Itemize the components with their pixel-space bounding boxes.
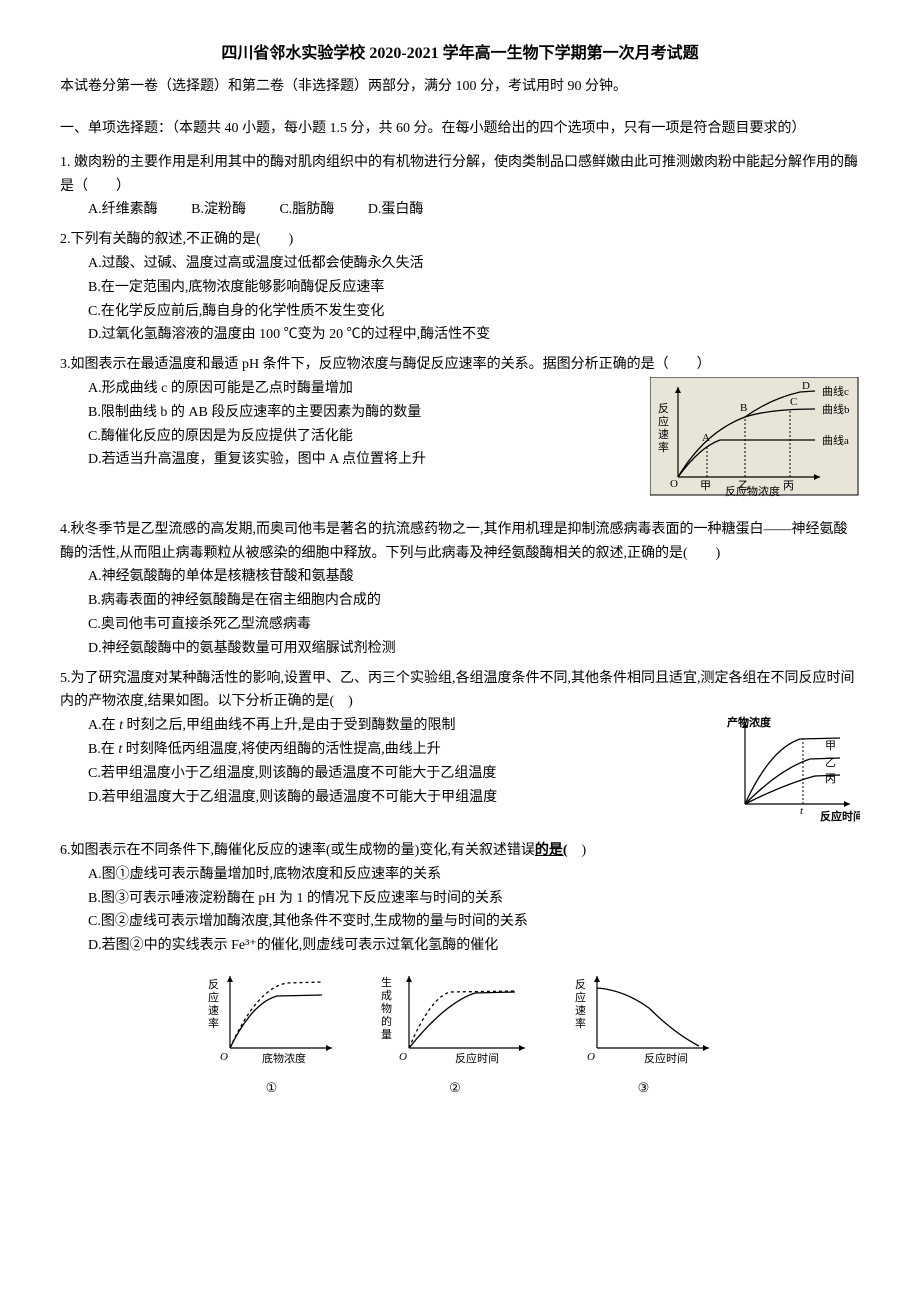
q3-curve-c: 曲线c [822, 384, 849, 398]
q2-options: A.过酸、过碱、温度过高或温度过低都会使酶永久失活 B.在一定范围内,底物浓度能… [60, 252, 860, 347]
q6-charts: 反 应 速 率 O 底物浓度 ① 生 成 物 的 量 [60, 968, 860, 1099]
svg-text:速: 速 [575, 1004, 586, 1017]
q2-opt-a: A.过酸、过碱、温度过高或温度过低都会使酶永久失活 [88, 252, 860, 276]
svg-text:率: 率 [208, 1016, 219, 1030]
q4-opt-b: B.病毒表面的神经氨酸酶是在宿主细胞内合成的 [88, 589, 860, 613]
q3-chart: A B C D 反 应 速 率 O 甲 乙 丙 反应物浓度 曲线c 曲线b 曲线… [650, 377, 860, 506]
q2-opt-b: B.在一定范围内,底物浓度能够影响酶促反应速率 [88, 276, 860, 300]
q1-opt-a: A.纤维素酶 [88, 202, 158, 217]
q6-chart-1: 反 应 速 率 O 底物浓度 ① [202, 968, 342, 1099]
q3-curve-b: 曲线b [822, 402, 850, 416]
q3-point-a: A [702, 432, 710, 444]
svg-text:生: 生 [381, 975, 392, 989]
q2-text: 2.下列有关酶的叙述,不正确的是( ) [60, 228, 860, 252]
q6-opt-c: C.图②虚线可表示增加酶浓度,其他条件不变时,生成物的量与时间的关系 [88, 910, 860, 934]
q2-opt-d: D.过氧化氢酶溶液的温度由 100 ℃变为 20 ℃的过程中,酶活性不变 [88, 323, 860, 347]
question-4: 4.秋冬季节是乙型流感的高发期,而奥司他韦是著名的抗流感药物之一,其作用机理是抑… [60, 518, 860, 661]
q3-xt-1: 甲 [700, 480, 711, 492]
svg-text:速: 速 [208, 1004, 219, 1017]
svg-text:应: 应 [658, 414, 669, 428]
q1-text: 1. 嫩肉粉的主要作用是利用其中的酶对肌肉组织中的有机物进行分解，使肉类制品口感… [60, 151, 860, 199]
q3-ylabel: 反 [658, 402, 669, 415]
q3-origin: O [670, 478, 678, 490]
q6-c2-origin: O [399, 1051, 407, 1063]
question-1: 1. 嫩肉粉的主要作用是利用其中的酶对肌肉组织中的有机物进行分解，使肉类制品口感… [60, 151, 860, 222]
q5-xlabel: 反应时间 [820, 809, 860, 823]
q5-t-marker: t [800, 805, 804, 817]
question-6: 6.如图表示在不同条件下,酶催化反应的速率(或生成物的量)变化,有关叙述错误的是… [60, 839, 860, 1099]
q4-opt-d: D.神经氨酸酶中的氨基酸数量可用双缩脲试剂检测 [88, 637, 860, 661]
svg-text:率: 率 [575, 1016, 586, 1030]
exam-title: 四川省邻水实验学校 2020-2021 学年高一生物下学期第一次月考试题 [60, 40, 860, 67]
q5-curve-yi: 乙 [825, 756, 836, 769]
q5-text: 5.为了研究温度对某种酶活性的影响,设置甲、乙、丙三个实验组,各组温度条件不同,… [60, 667, 860, 715]
svg-text:反: 反 [575, 978, 586, 991]
svg-text:率: 率 [658, 440, 669, 454]
q6-c3-xlabel: 反应时间 [644, 1051, 688, 1065]
q6-c2-num: ② [375, 1077, 535, 1099]
q3-text: 3.如图表示在最适温度和最适 pH 条件下，反应物浓度与酶促反应速率的关系。据图… [60, 353, 860, 377]
question-3: 3.如图表示在最适温度和最适 pH 条件下，反应物浓度与酶促反应速率的关系。据图… [60, 353, 860, 506]
q6-chart-2: 生 成 物 的 量 O 反应时间 ② [375, 968, 535, 1099]
q4-options: A.神经氨酸酶的单体是核糖核苷酸和氨基酸 B.病毒表面的神经氨酸酶是在宿主细胞内… [60, 565, 860, 660]
svg-text:的: 的 [381, 1014, 392, 1028]
q5-chart: t 产物浓度 反应时间 甲 乙 丙 [725, 714, 860, 833]
q4-opt-a: A.神经氨酸酶的单体是核糖核苷酸和氨基酸 [88, 565, 860, 589]
q6-c3-origin: O [587, 1051, 595, 1063]
q3-point-b: B [740, 402, 747, 414]
q5-ylabel: 产物浓度 [727, 715, 772, 729]
q3-point-c: C [790, 396, 797, 408]
q6-c2-xlabel: 反应时间 [455, 1051, 499, 1065]
q6-c3-num: ③ [569, 1077, 719, 1099]
svg-text:成: 成 [381, 989, 392, 1002]
q5-curve-jia: 甲 [825, 740, 836, 752]
svg-text:应: 应 [575, 990, 586, 1004]
q1-opt-b: B.淀粉酶 [191, 202, 246, 217]
exam-subtitle: 本试卷分第一卷（选择题）和第二卷（非选择题）两部分，满分 100 分，考试用时 … [60, 75, 860, 99]
svg-text:应: 应 [208, 990, 219, 1004]
q4-opt-c: C.奥司他韦可直接杀死乙型流感病毒 [88, 613, 860, 637]
q3-curve-a: 曲线a [822, 433, 849, 447]
q6-text: 6.如图表示在不同条件下,酶催化反应的速率(或生成物的量)变化,有关叙述错误的是… [60, 839, 860, 863]
q3-xt-3: 丙 [783, 480, 794, 492]
q6-opt-b: B.图③可表示唾液淀粉酶在 pH 为 1 的情况下反应速率与时间的关系 [88, 887, 860, 911]
q2-opt-c: C.在化学反应前后,酶自身的化学性质不发生变化 [88, 300, 860, 324]
q6-chart-3: 反 应 速 率 O 反应时间 ③ [569, 968, 719, 1099]
q3-xlabel: 反应物浓度 [725, 484, 780, 497]
q6-opt-a: A.图①虚线可表示酶量增加时,底物浓度和反应速率的关系 [88, 863, 860, 887]
svg-text:量: 量 [381, 1028, 392, 1041]
svg-text:反: 反 [208, 978, 219, 991]
q1-options: A.纤维素酶 B.淀粉酶 C.脂肪酶 D.蛋白酶 [60, 198, 860, 222]
q5-curve-bing: 丙 [825, 773, 836, 785]
question-2: 2.下列有关酶的叙述,不正确的是( ) A.过酸、过碱、温度过高或温度过低都会使… [60, 228, 860, 347]
q6-options: A.图①虚线可表示酶量增加时,底物浓度和反应速率的关系 B.图③可表示唾液淀粉酶… [60, 863, 860, 958]
svg-text:物: 物 [381, 1001, 392, 1015]
q6-c1-xlabel: 底物浓度 [262, 1051, 306, 1065]
q3-point-d: D [802, 380, 810, 392]
q4-text: 4.秋冬季节是乙型流感的高发期,而奥司他韦是著名的抗流感药物之一,其作用机理是抑… [60, 518, 860, 566]
question-5: 5.为了研究温度对某种酶活性的影响,设置甲、乙、丙三个实验组,各组温度条件不同,… [60, 667, 860, 833]
q1-opt-c: C.脂肪酶 [279, 202, 334, 217]
section-1-header: 一、单项选择题：（本题共 40 小题，每小题 1.5 分，共 60 分。在每小题… [60, 117, 860, 141]
svg-text:速: 速 [658, 428, 669, 441]
q1-opt-d: D.蛋白酶 [368, 202, 424, 217]
q6-c1-num: ① [202, 1077, 342, 1099]
q6-opt-d: D.若图②中的实线表示 Fe³⁺的催化,则虚线可表示过氧化氢酶的催化 [88, 934, 860, 958]
q6-c1-origin: O [220, 1051, 228, 1063]
